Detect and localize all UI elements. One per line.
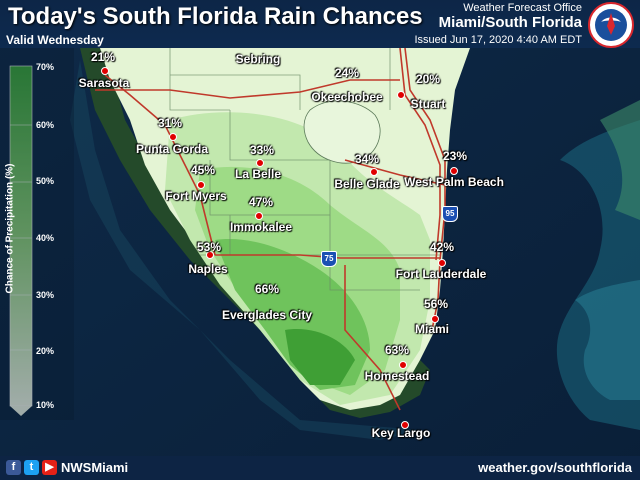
city-dot-punta-gorda [169, 133, 177, 141]
lake-okeechobee [303, 100, 381, 164]
office-label: Weather Forecast Office [463, 2, 582, 14]
city-dot-sarasota [101, 67, 109, 75]
chance-stuart: 20% [415, 72, 441, 86]
city-name-miami: Miami [414, 322, 450, 336]
chance-homestead: 63% [384, 343, 410, 357]
facebook-icon[interactable]: f [6, 460, 21, 475]
city-dot-stuart [397, 91, 405, 99]
city-name-la-belle: La Belle [234, 167, 282, 181]
city-name-belle-glade: Belle Glade [334, 177, 400, 191]
legend-tick-30: 30% [36, 290, 55, 300]
legend-panel: Chance of Precipitation (%) 70% 60% 50% … [0, 48, 74, 420]
chance-sarasota: 21% [90, 50, 116, 64]
chance-naples: 53% [196, 240, 222, 254]
city-name-key-largo: Key Largo [371, 426, 431, 440]
legend-arrow [10, 406, 32, 416]
city-dot-la-belle [256, 159, 264, 167]
city-name-naples: Naples [188, 262, 228, 276]
valid-day: Valid Wednesday [6, 33, 104, 47]
chance-everglades-city: 66% [254, 282, 280, 296]
city-dot-fort-lauderdale [438, 259, 446, 267]
bahamas-bank [556, 120, 640, 430]
interstate-75-icon: 75 [321, 251, 337, 267]
page-title: Today's South Florida Rain Chances [8, 3, 423, 30]
nws-seal-icon [588, 2, 634, 48]
footer-bar: f t ▶ NWSMiami weather.gov/southflorida [0, 456, 640, 480]
city-dot-belle-glade [370, 168, 378, 176]
legend-ticks [10, 124, 32, 351]
interstate-95-icon: 95 [442, 206, 458, 222]
legend-tick-20: 20% [36, 346, 55, 356]
chance-west-palm-beach: 23% [442, 149, 468, 163]
chance-okeechobee: 24% [334, 66, 360, 80]
city-dot-key-largo [401, 421, 409, 429]
header-bar [0, 0, 640, 48]
legend-tick-10: 10% [36, 400, 55, 410]
city-name-west-palm-beach: West Palm Beach [404, 175, 504, 189]
city-name-homestead: Homestead [364, 369, 430, 383]
legend-tick-40: 40% [36, 233, 55, 243]
legend-tick-70: 70% [36, 62, 55, 72]
city-name-punta-gorda: Punta Gorda [135, 142, 209, 156]
chance-belle-glade: 34% [354, 152, 380, 166]
chance-miami: 56% [423, 297, 449, 311]
city-name-okeechobee: Okeechobee [311, 90, 383, 104]
city-dot-naples [206, 251, 214, 259]
city-name-immokalee: Immokalee [229, 220, 293, 234]
zone-60-chance [285, 329, 355, 385]
issued-time: Issued Jun 17, 2020 4:40 AM EDT [414, 34, 582, 46]
city-name-fort-myers: Fort Myers [165, 189, 227, 203]
bahamas-island [600, 100, 640, 220]
city-name-sarasota: Sarasota [78, 76, 130, 90]
chance-punta-gorda: 31% [157, 116, 183, 130]
twitter-icon[interactable]: t [24, 460, 39, 475]
city-dot-fort-myers [197, 181, 205, 189]
city-name-sebring: Sebring [235, 52, 281, 66]
city-name-everglades-city: Everglades City [221, 308, 313, 322]
office-location: Miami/South Florida [438, 14, 582, 31]
bahamas-bank-south [575, 280, 640, 400]
chance-fort-myers: 45% [190, 163, 216, 177]
city-dot-west-palm-beach [450, 167, 458, 175]
city-dot-miami [431, 315, 439, 323]
chance-immokalee: 47% [248, 195, 274, 209]
legend-tick-60: 60% [36, 120, 55, 130]
city-name-fort-lauderdale: Fort Lauderdale [395, 267, 487, 281]
website-link[interactable]: weather.gov/southflorida [478, 460, 632, 475]
youtube-icon[interactable]: ▶ [42, 460, 57, 475]
city-name-stuart: Stuart [410, 97, 446, 111]
chance-fort-lauderdale: 42% [429, 240, 455, 254]
city-dot-homestead [399, 361, 407, 369]
highways [95, 47, 446, 411]
social-handle[interactable]: NWSMiami [61, 460, 129, 475]
legend-title: Chance of Precipitation (%) [4, 163, 16, 294]
legend-tick-50: 50% [36, 176, 55, 186]
chance-la-belle: 33% [249, 143, 275, 157]
city-dot-immokalee [255, 212, 263, 220]
